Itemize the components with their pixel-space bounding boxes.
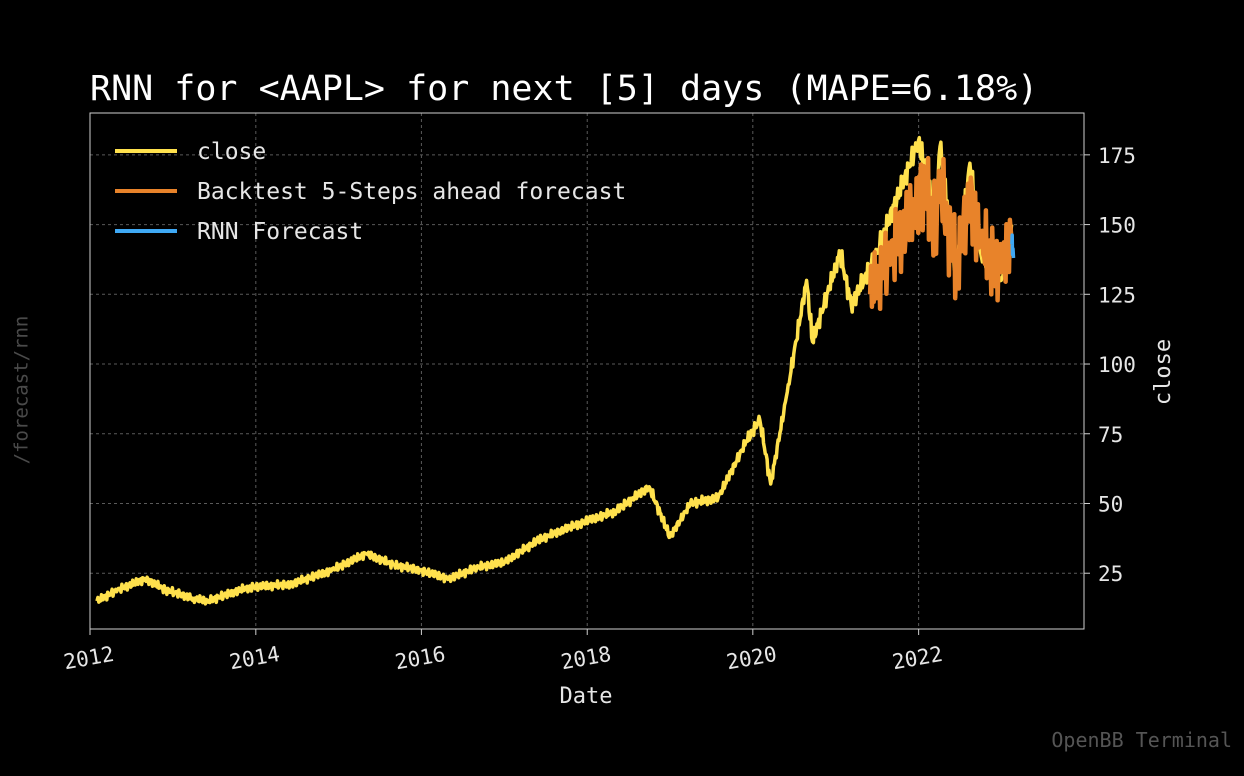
y-tick-label: 25 <box>1098 562 1123 586</box>
watermark: OpenBB Terminal <box>1051 728 1232 752</box>
x-tick-label: 2016 <box>393 642 447 674</box>
y-tick-label: 125 <box>1098 283 1136 307</box>
x-tick-label: 2012 <box>62 642 116 674</box>
y-axis-ticks: 25 50 75 100 125 150 175 <box>1084 144 1136 586</box>
x-tick-label: 2022 <box>890 642 944 674</box>
y-tick-label: 175 <box>1098 144 1136 168</box>
x-axis-label: Date <box>560 684 613 709</box>
legend: close Backtest 5-Steps ahead forecast RNN … <box>115 139 626 245</box>
x-tick-label: 2018 <box>559 642 613 674</box>
x-tick-label: 2014 <box>228 642 282 674</box>
side-path-label: /forecast/rnn <box>6 250 36 530</box>
side-path-text: /forecast/rnn <box>10 315 32 465</box>
series-line-1 <box>867 155 1014 312</box>
legend-label: RNN Forecast <box>197 219 363 245</box>
x-axis-ticks: 2012 2014 2016 2018 2020 2022 <box>62 629 944 674</box>
legend-label: Backtest 5-Steps ahead forecast <box>197 179 626 205</box>
y-tick-label: 100 <box>1098 353 1136 377</box>
y-axis-label: close <box>1151 339 1176 405</box>
y-tick-label: 75 <box>1098 423 1123 447</box>
series-layer <box>95 135 1016 606</box>
legend-label: close <box>197 139 266 165</box>
x-tick-label: 2020 <box>725 642 779 674</box>
series-line-0 <box>95 135 1014 606</box>
series-line-2 <box>1010 233 1016 259</box>
y-tick-label: 150 <box>1098 214 1136 238</box>
y-tick-label: 50 <box>1098 492 1123 516</box>
chart-title: RNN for <AAPL> for next [5] days (MAPE=6… <box>90 69 1038 109</box>
